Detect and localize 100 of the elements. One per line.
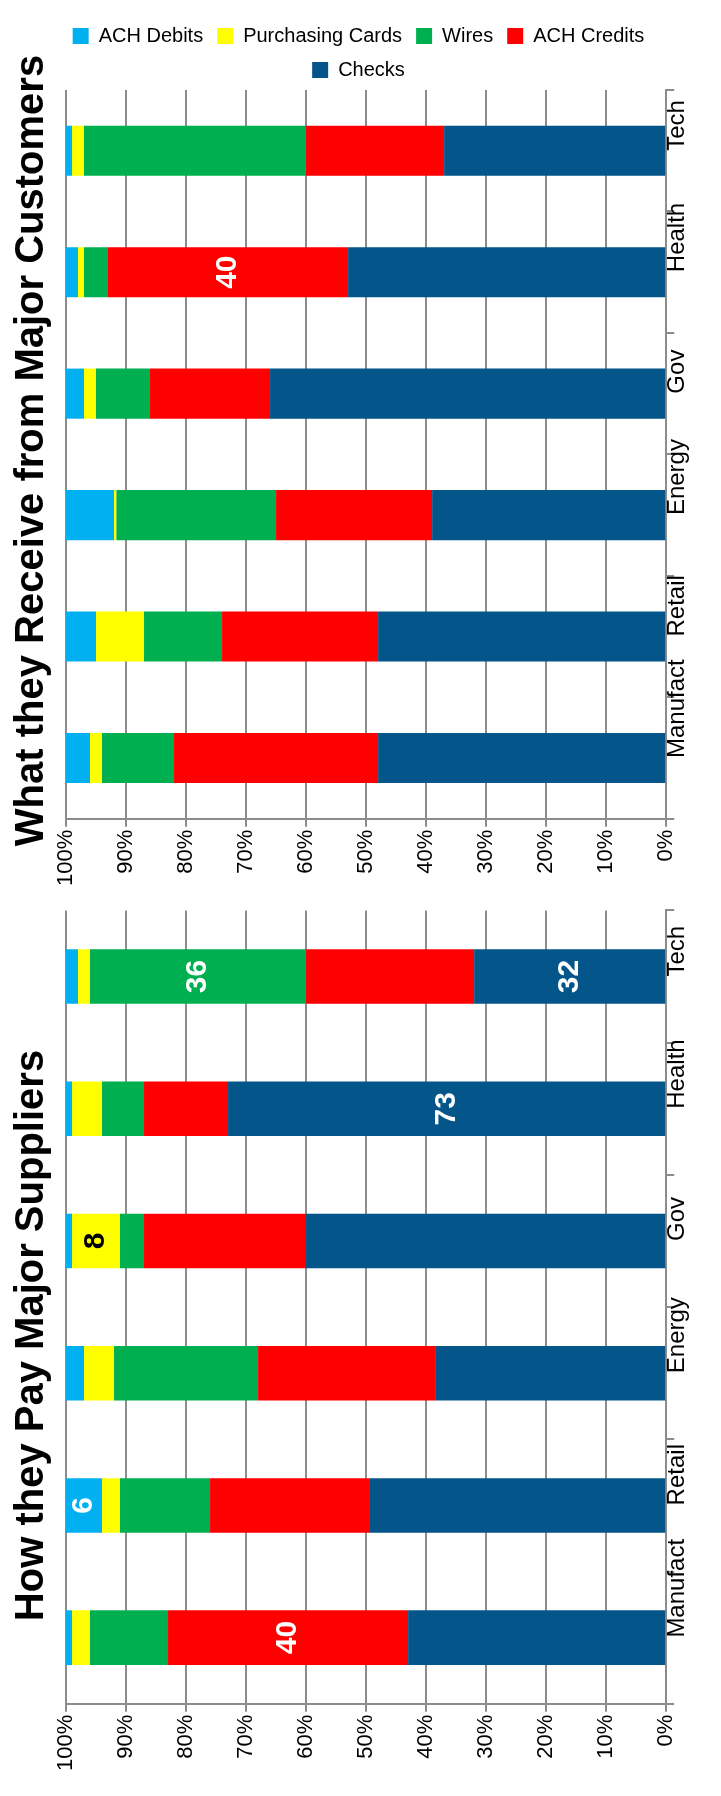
x-tick-label: 0% [652, 1714, 678, 1747]
bar [228, 1081, 666, 1136]
bar [72, 125, 85, 176]
bar [66, 247, 78, 298]
x-tick-label: 70% [232, 1714, 258, 1759]
data-label: 40 [209, 255, 243, 289]
bar [66, 949, 78, 1004]
bar [150, 368, 271, 419]
bar [222, 611, 379, 662]
bar [90, 949, 307, 1004]
y-tick-label: Retail [661, 575, 689, 637]
data-label: 32 [550, 959, 584, 994]
bar [369, 1478, 666, 1533]
bar [144, 1081, 229, 1136]
bar [66, 1213, 72, 1269]
legend-label: Wires [442, 23, 494, 46]
data-label: 6 [65, 1497, 99, 1514]
bar [66, 125, 72, 176]
bar [66, 490, 115, 541]
x-tick-label: 20% [532, 829, 558, 874]
bar [66, 611, 97, 662]
bar [78, 247, 85, 298]
x-tick-label: 60% [292, 829, 318, 874]
bar [78, 949, 91, 1004]
x-tick-label: 80% [172, 829, 198, 874]
x-tick-label: 50% [352, 1714, 378, 1759]
bar [102, 732, 175, 784]
bar [144, 1213, 307, 1269]
bar [84, 368, 97, 419]
bar [306, 125, 445, 176]
bar [210, 1478, 370, 1533]
y-tick-label: Tech [661, 100, 689, 151]
x-tick-label: 20% [532, 1714, 558, 1759]
x-tick-label: 30% [472, 829, 498, 874]
y-tick-label: Manufact [661, 1538, 689, 1638]
bar [108, 247, 349, 298]
bar [72, 1610, 91, 1665]
x-tick-label: 0% [652, 829, 678, 862]
y-tick-label: Gov [661, 349, 689, 394]
legend-label: ACH Debits [98, 23, 204, 46]
text: What they Receive from Major Customers [7, 54, 52, 847]
bar [378, 611, 666, 662]
legend-label: ACH Credits [533, 23, 645, 46]
y-tick-label: Retail [661, 1444, 689, 1506]
bar [114, 1345, 259, 1401]
bar [432, 490, 666, 541]
x-tick-label: 50% [352, 829, 378, 874]
data-label: 73 [427, 1092, 461, 1126]
bar [66, 1610, 72, 1665]
y-tick-label: Energy [661, 1297, 689, 1374]
x-tick-label: 60% [292, 1714, 318, 1759]
bar [306, 949, 475, 1004]
x-tick-label: 80% [172, 1714, 198, 1759]
bar [120, 1478, 211, 1533]
bar [168, 1610, 409, 1665]
bar [474, 949, 666, 1004]
bar [96, 611, 145, 662]
bar [102, 1081, 145, 1136]
x-tick-label: 70% [232, 829, 258, 874]
bar [435, 1345, 666, 1401]
x-tick-label: 90% [112, 829, 138, 874]
legend-label: Checks [338, 57, 405, 80]
bar [96, 368, 151, 419]
bar [444, 125, 666, 176]
bar [90, 1610, 169, 1665]
data-label: 8 [77, 1232, 111, 1250]
bar [348, 247, 666, 298]
bar [72, 1081, 103, 1136]
y-tick-label: Health [661, 202, 689, 273]
bar [66, 1345, 85, 1401]
y-tick-label: Tech [661, 925, 689, 977]
y-tick-label: Gov [661, 1196, 689, 1241]
bar [72, 1213, 121, 1269]
bar [66, 1081, 72, 1136]
bar [66, 732, 91, 784]
y-tick-label: Health [661, 1039, 689, 1109]
bar [102, 1478, 121, 1533]
bar [66, 368, 85, 419]
data-label: 40 [269, 1620, 303, 1655]
x-tick-label: 100% [52, 1714, 78, 1772]
bar [84, 1345, 115, 1401]
text: How they Pay Major Suppliers [7, 1049, 52, 1622]
x-tick-label: 40% [412, 829, 438, 874]
bar [408, 1610, 666, 1665]
x-tick-label: 30% [472, 1714, 498, 1759]
bar [120, 1213, 145, 1269]
bar [174, 732, 379, 784]
x-tick-label: 100% [52, 829, 78, 887]
bar [306, 1213, 666, 1269]
y-tick-label: Manufact [661, 658, 689, 758]
bar [270, 368, 666, 419]
x-tick-label: 90% [112, 1714, 138, 1759]
legend-label: Purchasing Cards [243, 23, 403, 46]
bar [276, 490, 433, 541]
bar [66, 1478, 103, 1533]
bar [84, 247, 109, 298]
bar [84, 125, 307, 176]
bar [90, 732, 103, 784]
y-tick-label: Energy [661, 439, 689, 516]
x-tick-label: 40% [412, 1714, 438, 1759]
